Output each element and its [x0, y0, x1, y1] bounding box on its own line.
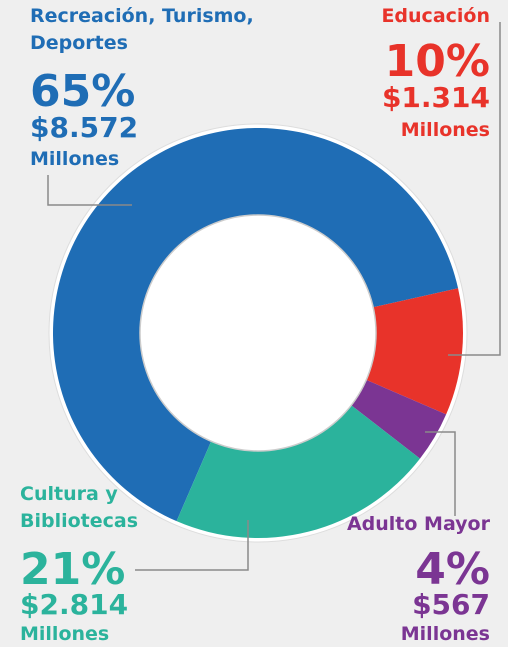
amount-label: $2.814 [20, 588, 128, 621]
category-label: Adulto Mayor [347, 513, 491, 535]
unit-label: Millones [401, 623, 490, 645]
category-label: Recreación, Turismo, Deportes [30, 5, 260, 54]
donut-hole [139, 214, 377, 452]
unit-label: Millones [30, 148, 119, 170]
unit-label: Millones [20, 623, 109, 645]
leader-line [425, 431, 456, 516]
leader-line [47, 175, 132, 206]
percent-label: 10% [385, 36, 490, 87]
labels: Recreación, Turismo, Deportes 65%$8.572 Mi… [20, 5, 491, 645]
percent-label: 65% [30, 66, 135, 117]
leader-line [448, 22, 501, 356]
category-label: Educación [381, 5, 490, 27]
amount-label: $8.572 [30, 111, 138, 144]
amount-label: $1.314 [382, 81, 490, 114]
unit-label: Millones [401, 119, 490, 141]
amount-label: $567 [412, 588, 490, 621]
percent-label: 21% [20, 544, 125, 595]
percent-label: 4% [415, 544, 490, 595]
category-label: Cultura y Bibliotecas [20, 483, 138, 532]
leader-line [135, 520, 249, 571]
